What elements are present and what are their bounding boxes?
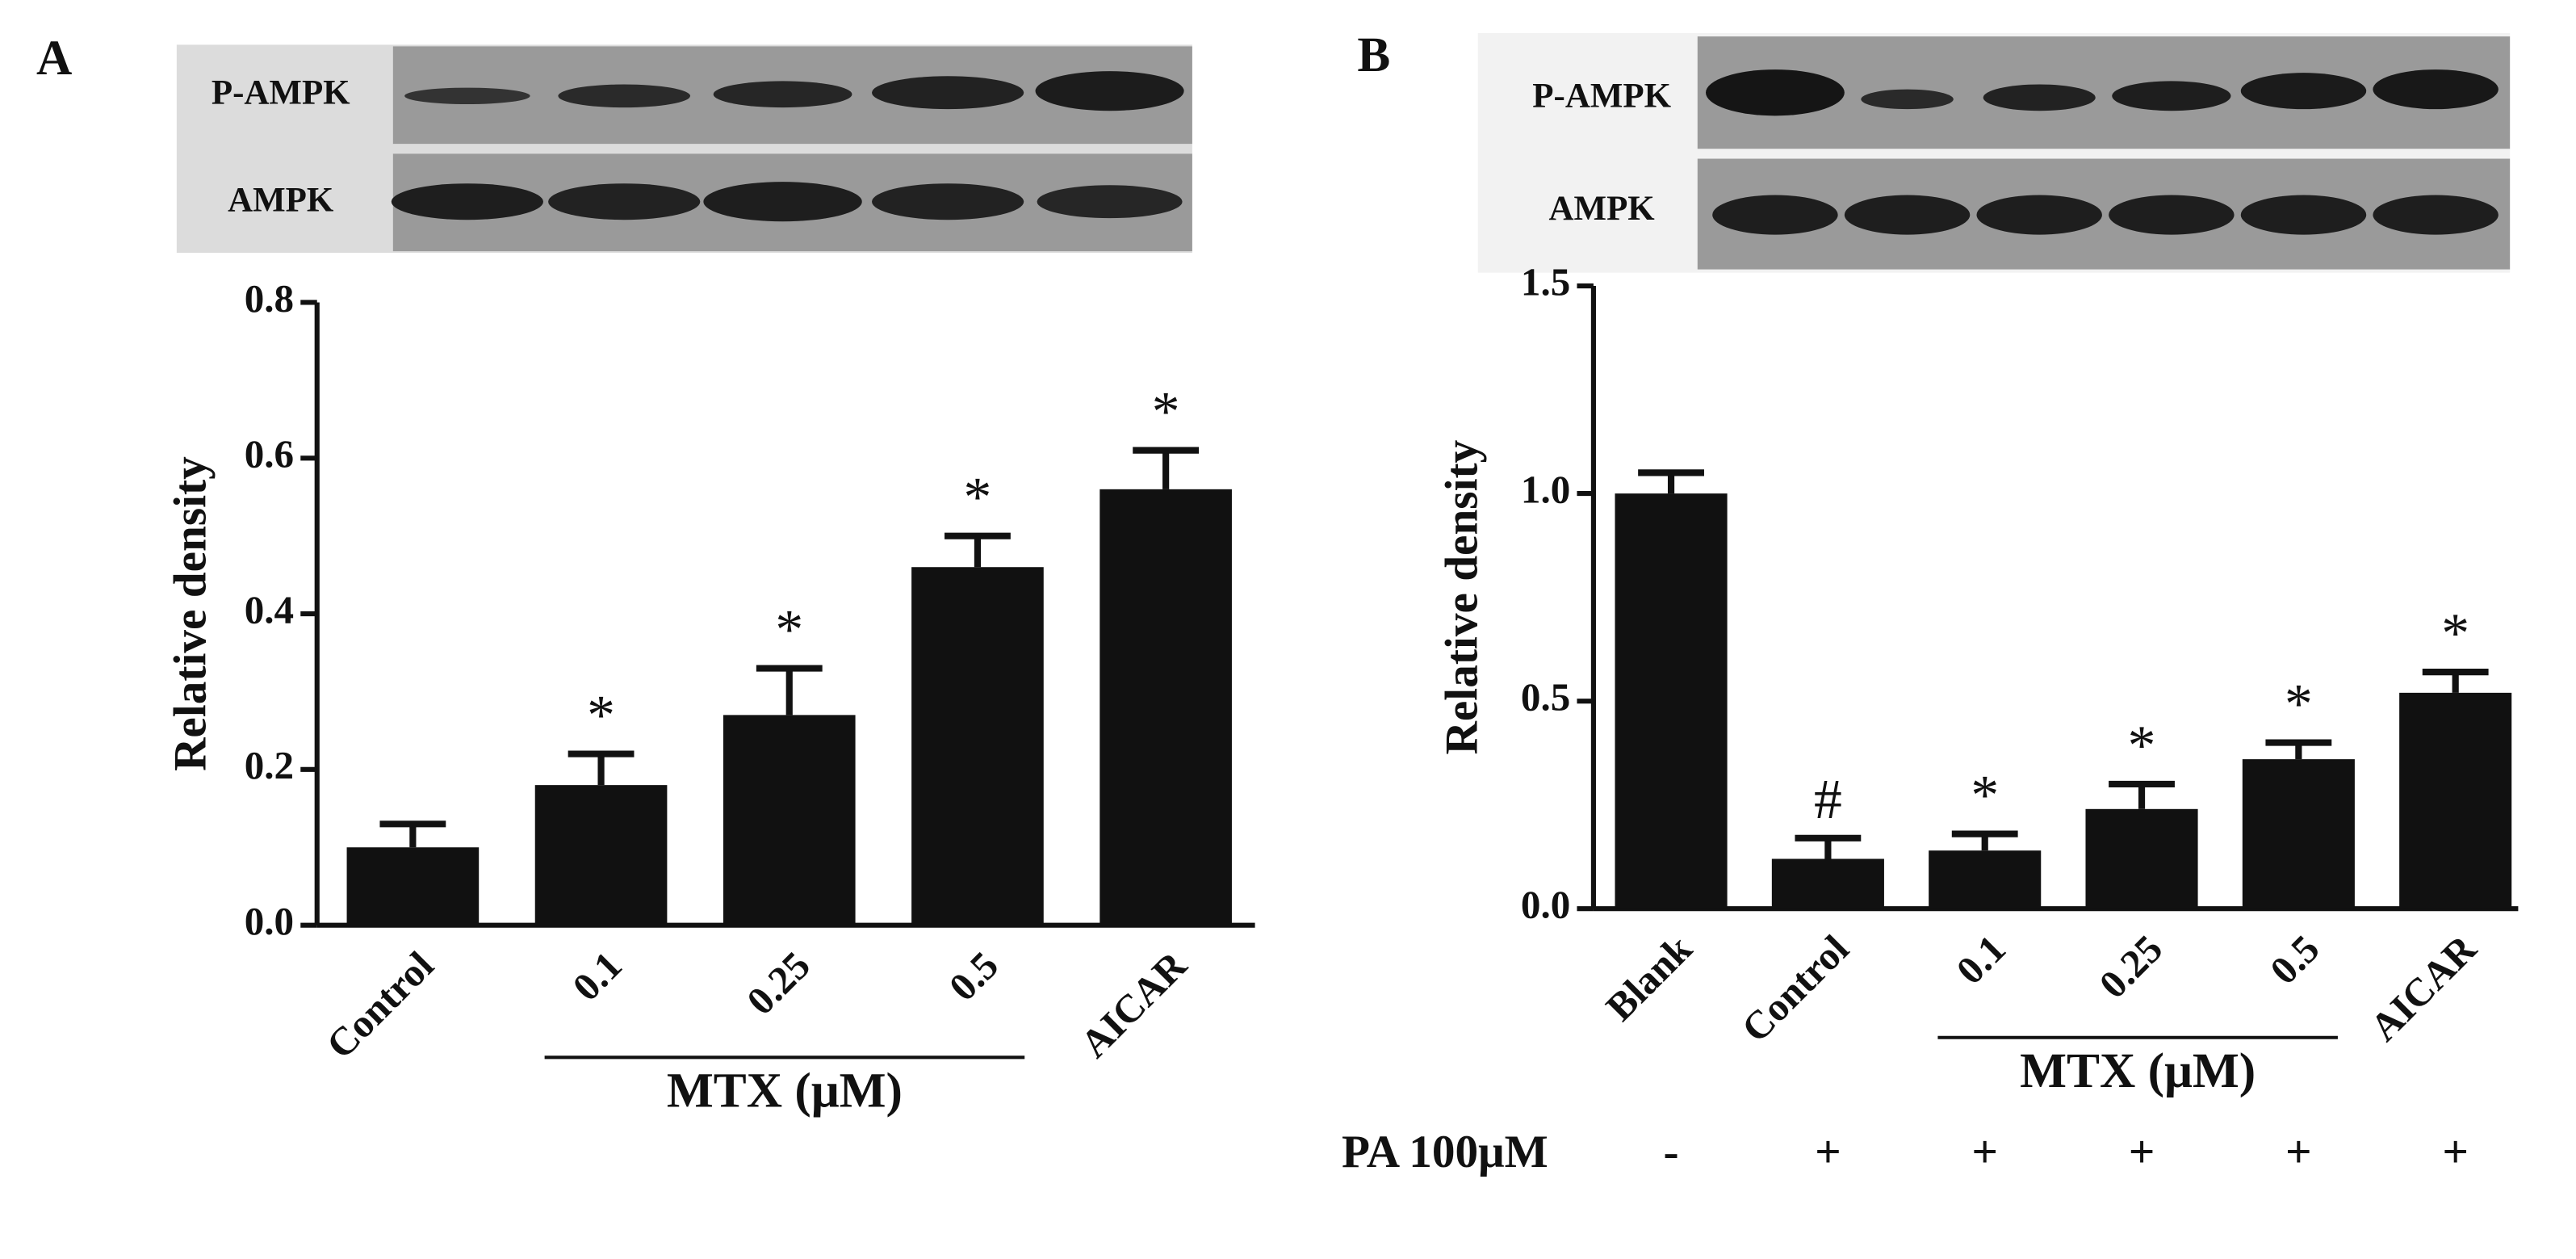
blot-label: P-AMPK	[212, 74, 350, 112]
row-value: +	[1971, 1127, 1998, 1177]
x-tick-label: AICAR	[1072, 942, 1196, 1066]
significance-marker: *	[587, 685, 615, 747]
row-value: -	[1664, 1127, 1679, 1177]
x-tick-label: 0.1	[1948, 926, 2014, 993]
x-tick-label: AICAR	[2361, 926, 2485, 1050]
row-value: +	[2129, 1127, 2155, 1177]
y-tick-label: 0.5	[1521, 674, 1570, 719]
x-tick-label: 0.5	[2261, 926, 2327, 993]
bar	[2399, 692, 2512, 909]
row-value: +	[2285, 1127, 2312, 1177]
significance-marker: *	[2441, 602, 2469, 665]
group-label: MTX (μM)	[2020, 1043, 2256, 1098]
bar	[1615, 493, 1728, 909]
bar	[911, 567, 1044, 925]
group-label: MTX (μM)	[667, 1063, 903, 1118]
x-tick-label: Blank	[1598, 926, 1701, 1030]
panel-label: B	[1357, 27, 1390, 82]
x-tick-label: 0.5	[940, 943, 1007, 1009]
x-tick-label: Control	[318, 943, 442, 1068]
row-value: +	[2442, 1127, 2469, 1177]
y-tick-label: 0.8	[245, 276, 294, 321]
significance-marker: #	[1814, 769, 1842, 831]
bar	[1771, 858, 1884, 909]
x-tick-label: 0.1	[563, 943, 630, 1009]
significance-marker: *	[1971, 765, 1999, 827]
blot-a	[176, 44, 1192, 254]
blot-b	[1477, 33, 2511, 273]
y-tick-label: 1.0	[1521, 467, 1570, 511]
y-tick-label: 0.2	[245, 743, 294, 787]
bar	[1929, 850, 2042, 909]
x-tick-label: 0.25	[738, 943, 819, 1024]
y-tick-label: 0.0	[245, 899, 294, 943]
bar	[2242, 759, 2355, 909]
blot-label: P-AMPK	[1532, 78, 1671, 115]
significance-marker: *	[964, 467, 992, 529]
significance-marker: *	[1152, 381, 1180, 443]
panel-label: A	[36, 31, 72, 86]
significance-marker: *	[775, 599, 803, 661]
x-tick-label: 0.25	[2091, 926, 2172, 1007]
bar	[723, 715, 856, 925]
bar	[2085, 808, 2198, 909]
blot-label: AMPK	[1549, 190, 1656, 228]
blot-label: AMPK	[228, 182, 334, 220]
y-axis-label: Relative density	[1437, 439, 1488, 754]
bar	[346, 847, 480, 925]
bar	[1100, 489, 1232, 925]
bar	[534, 785, 668, 925]
y-tick-label: 0.4	[245, 587, 294, 632]
x-tick-label: Control	[1733, 926, 1858, 1051]
y-tick-label: 0.6	[245, 432, 294, 476]
y-axis-label: Relative density	[165, 456, 216, 771]
significance-marker: *	[2128, 715, 2156, 777]
y-tick-label: 1.5	[1521, 259, 1570, 304]
row-label: PA 100μM	[1342, 1127, 1548, 1177]
y-tick-label: 0.0	[1521, 882, 1570, 926]
significance-marker: *	[2285, 674, 2313, 736]
row-value: +	[1815, 1127, 1841, 1177]
